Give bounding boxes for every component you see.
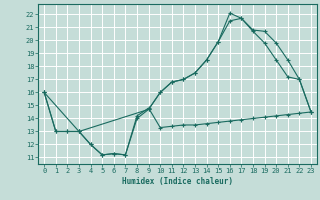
- X-axis label: Humidex (Indice chaleur): Humidex (Indice chaleur): [122, 177, 233, 186]
